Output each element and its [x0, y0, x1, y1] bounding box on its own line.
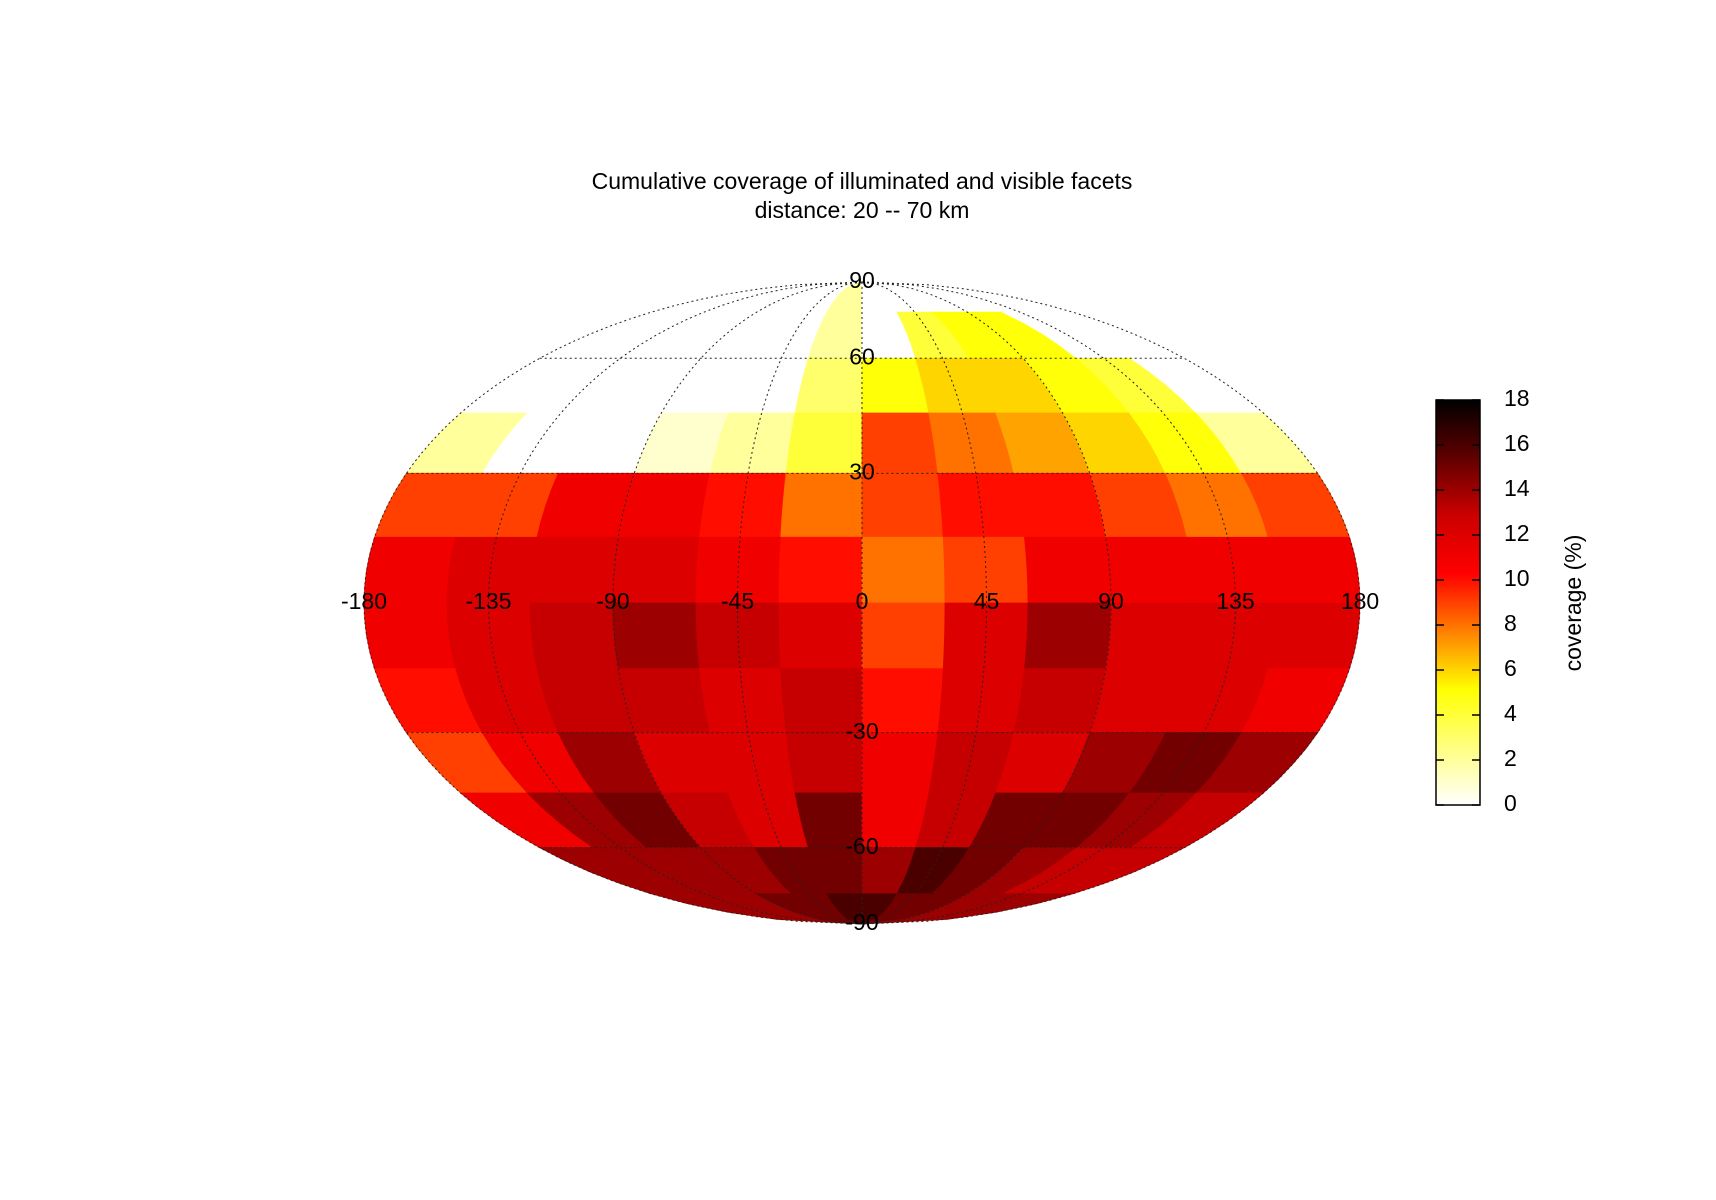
colorbar-tick-label: 12	[1504, 520, 1530, 546]
colorbar-tick-label: 8	[1504, 610, 1517, 636]
x-tick-label: 45	[974, 588, 1000, 614]
y-tick-label: 60	[849, 343, 875, 369]
y-tick-label: -30	[845, 718, 878, 744]
colorbar-tick-label: 4	[1504, 700, 1517, 726]
y-tick-label: 90	[849, 267, 875, 293]
cell	[937, 668, 1025, 734]
colorbar-tick-label: 16	[1504, 430, 1530, 456]
y-tick-label: 30	[849, 458, 875, 484]
cell	[861, 536, 946, 604]
axis-labels: -180 -135 -90 -45 0 45 90 135 180 90 60 30 -30 -60 -90	[341, 267, 1379, 935]
cell	[617, 668, 711, 734]
colorbar-label: coverage (%)	[1560, 535, 1586, 672]
cell	[861, 602, 946, 670]
x-tick-label: -135	[465, 588, 511, 614]
x-tick-label: 90	[1098, 588, 1124, 614]
colorbar-tick-label: 2	[1504, 745, 1517, 771]
meridian	[861, 281, 1361, 925]
y-tick-label: -90	[845, 909, 878, 935]
x-tick-label: -45	[721, 588, 754, 614]
meridian	[861, 281, 1112, 925]
cell	[778, 536, 863, 604]
cell	[1013, 668, 1107, 734]
x-tick-label: -90	[596, 588, 629, 614]
cell	[778, 602, 863, 670]
cell	[937, 472, 1025, 538]
cell	[617, 472, 711, 538]
colorbar-fill	[1435, 399, 1481, 806]
x-tick-label: -180	[341, 588, 387, 614]
cell	[699, 472, 787, 538]
colorbar-tick-label: 6	[1504, 655, 1517, 681]
map	[363, 281, 1361, 925]
graticule	[363, 281, 1361, 925]
colorbar: 0 2 4 6 8 10 12 14 16 18	[1435, 385, 1530, 816]
colorbar-tick-label: 0	[1504, 790, 1517, 816]
cell	[861, 893, 1073, 925]
colorbar-tick-label: 14	[1504, 475, 1530, 501]
chart-title: Cumulative coverage of illuminated and v…	[592, 168, 1133, 194]
colorbar-tick-label: 18	[1504, 385, 1530, 411]
cell	[699, 668, 787, 734]
x-tick-label: 135	[1216, 588, 1254, 614]
x-tick-label: 180	[1341, 588, 1379, 614]
colorbar-tick-label: 10	[1504, 565, 1530, 591]
x-tick-label: 0	[856, 588, 869, 614]
cell	[1013, 472, 1107, 538]
meridian	[487, 281, 863, 925]
chart-subtitle: distance: 20 -- 70 km	[755, 197, 970, 223]
y-tick-label: -60	[845, 833, 878, 859]
meridian	[861, 281, 988, 925]
meridian	[861, 281, 1237, 925]
